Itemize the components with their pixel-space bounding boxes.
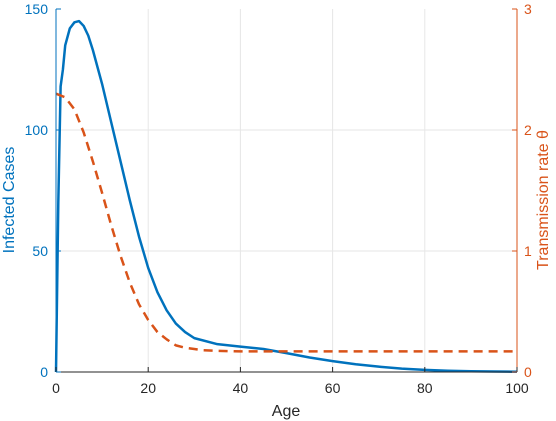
data-lines <box>54 19 518 374</box>
left-y-tick-label: 0 <box>40 364 48 380</box>
left-y-tick-label: 100 <box>25 122 49 138</box>
x-tick-label: 100 <box>505 380 529 396</box>
right-y-tick-label: 1 <box>524 243 532 259</box>
right-y-tick-label: 0 <box>524 364 532 380</box>
right-y-axis-label: Transmission rate θ <box>535 130 552 270</box>
right-y-tick-label: 3 <box>524 1 532 17</box>
infected-cases-line <box>54 19 518 374</box>
left-y-axis-label: Infected Cases <box>1 147 18 254</box>
grid-lines <box>56 9 517 372</box>
x-tick-label: 0 <box>52 380 60 396</box>
axes <box>55 8 518 373</box>
x-tick-label: 40 <box>233 380 249 396</box>
x-tick-label: 60 <box>325 380 341 396</box>
right-y-tick-label: 2 <box>524 122 532 138</box>
x-tick-label: 80 <box>417 380 433 396</box>
x-tick-label: 20 <box>140 380 156 396</box>
left-y-tick-label: 150 <box>25 1 49 17</box>
transmission-rate-line <box>55 92 517 353</box>
x-axis-label: Age <box>272 403 301 420</box>
left-y-tick-label: 50 <box>32 243 48 259</box>
